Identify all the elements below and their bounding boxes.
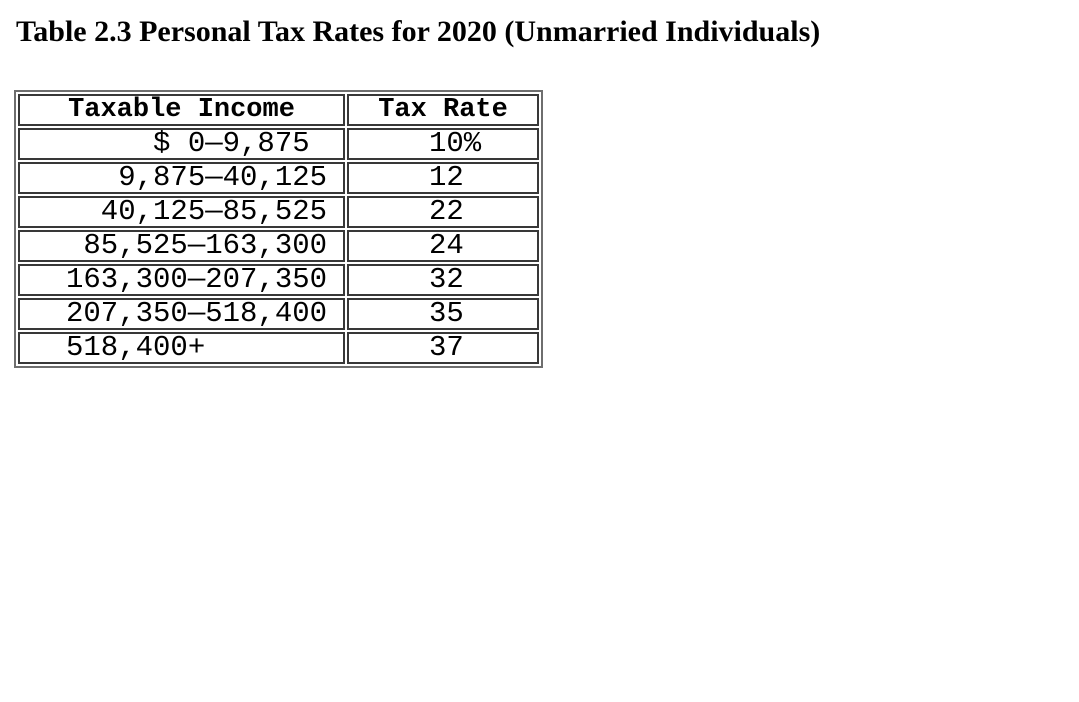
income-cell: 207,350—518,400 — [18, 298, 345, 330]
income-cell: 518,400+ — [18, 332, 345, 364]
income-cell: 9,875—40,125 — [18, 162, 345, 194]
table-row: 163,300—207,350 32 — [18, 264, 539, 296]
table-row: 40,125—85,525 22 — [18, 196, 539, 228]
table-row: 518,400+ 37 — [18, 332, 539, 364]
table-body: $ 0—9,875 10% 9,875—40,125 12 40,125—85,52… — [18, 128, 539, 364]
income-cell: 163,300—207,350 — [18, 264, 345, 296]
page: Table 2.3 Personal Tax Rates for 2020 (U… — [0, 14, 1079, 702]
rate-cell: 37 — [347, 332, 539, 364]
income-cell: $ 0—9,875 — [18, 128, 345, 160]
income-cell: 40,125—85,525 — [18, 196, 345, 228]
header-row: Taxable Income Tax Rate — [18, 94, 539, 126]
table-row: 207,350—518,400 35 — [18, 298, 539, 330]
rate-cell: 10% — [347, 128, 539, 160]
rate-cell: 35 — [347, 298, 539, 330]
table-row: 85,525—163,300 24 — [18, 230, 539, 262]
income-cell: 85,525—163,300 — [18, 230, 345, 262]
column-header-tax-rate: Tax Rate — [347, 94, 539, 126]
column-header-taxable-income: Taxable Income — [18, 94, 345, 126]
table-header: Taxable Income Tax Rate — [18, 94, 539, 126]
rate-cell: 22 — [347, 196, 539, 228]
personal-tax-rates-table: Taxable Income Tax Rate $ 0—9,875 10% 9,8… — [14, 90, 543, 368]
table-row: 9,875—40,125 12 — [18, 162, 539, 194]
rate-cell: 12 — [347, 162, 539, 194]
rate-cell: 24 — [347, 230, 539, 262]
table-title: Table 2.3 Personal Tax Rates for 2020 (U… — [16, 15, 821, 48]
rate-cell: 32 — [347, 264, 539, 296]
table-row: $ 0—9,875 10% — [18, 128, 539, 160]
